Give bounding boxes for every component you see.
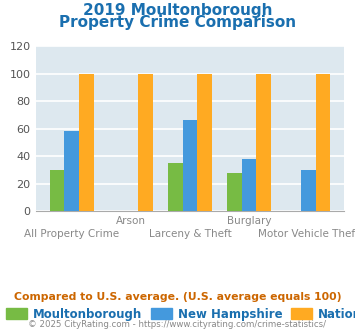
Bar (242, 159, 256, 211)
Bar (316, 74, 330, 211)
Text: 2019 Moultonborough: 2019 Moultonborough (83, 3, 272, 18)
Text: Arson: Arson (116, 216, 146, 226)
Text: Burglary: Burglary (227, 216, 271, 226)
Text: Motor Vehicle Theft: Motor Vehicle Theft (258, 229, 355, 239)
Text: All Property Crime: All Property Crime (24, 229, 119, 239)
Bar (64, 131, 79, 211)
Legend: Moultonborough, New Hampshire, National: Moultonborough, New Hampshire, National (1, 303, 355, 325)
Bar (79, 74, 94, 211)
Bar (227, 173, 242, 211)
Text: Larceny & Theft: Larceny & Theft (148, 229, 231, 239)
Bar (197, 74, 212, 211)
Text: © 2025 CityRating.com - https://www.cityrating.com/crime-statistics/: © 2025 CityRating.com - https://www.city… (28, 320, 327, 329)
Bar (301, 170, 316, 211)
Bar (50, 170, 64, 211)
Bar (168, 163, 182, 211)
Bar (138, 74, 153, 211)
Text: Property Crime Comparison: Property Crime Comparison (59, 15, 296, 30)
Bar (256, 74, 271, 211)
Bar (182, 120, 197, 211)
Text: Compared to U.S. average. (U.S. average equals 100): Compared to U.S. average. (U.S. average … (14, 292, 341, 302)
